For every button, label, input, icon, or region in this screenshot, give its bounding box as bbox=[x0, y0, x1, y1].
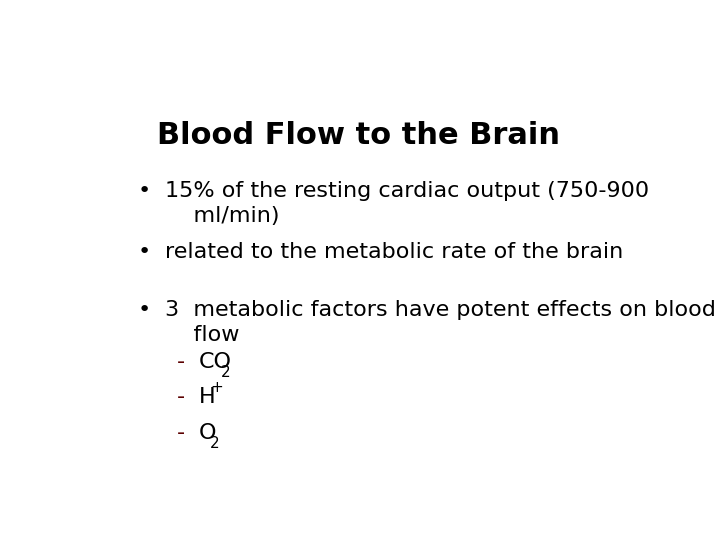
Text: 15% of the resting cardiac output (750-900
    ml/min): 15% of the resting cardiac output (750-9… bbox=[166, 181, 649, 226]
Text: •: • bbox=[138, 181, 150, 201]
Text: •: • bbox=[138, 241, 150, 261]
Text: -: - bbox=[176, 387, 184, 408]
Text: Blood Flow to the Brain: Blood Flow to the Brain bbox=[157, 121, 560, 150]
Text: 2: 2 bbox=[221, 365, 230, 380]
Text: H: H bbox=[199, 387, 215, 408]
Text: +: + bbox=[210, 380, 222, 395]
Text: -: - bbox=[176, 423, 184, 443]
Text: -: - bbox=[176, 352, 184, 372]
Text: related to the metabolic rate of the brain: related to the metabolic rate of the bra… bbox=[166, 241, 624, 261]
Text: CO: CO bbox=[199, 352, 232, 372]
Text: 3  metabolic factors have potent effects on blood
    flow: 3 metabolic factors have potent effects … bbox=[166, 300, 716, 345]
Text: O: O bbox=[199, 423, 216, 443]
Text: •: • bbox=[138, 300, 150, 320]
Text: 2: 2 bbox=[210, 436, 220, 451]
